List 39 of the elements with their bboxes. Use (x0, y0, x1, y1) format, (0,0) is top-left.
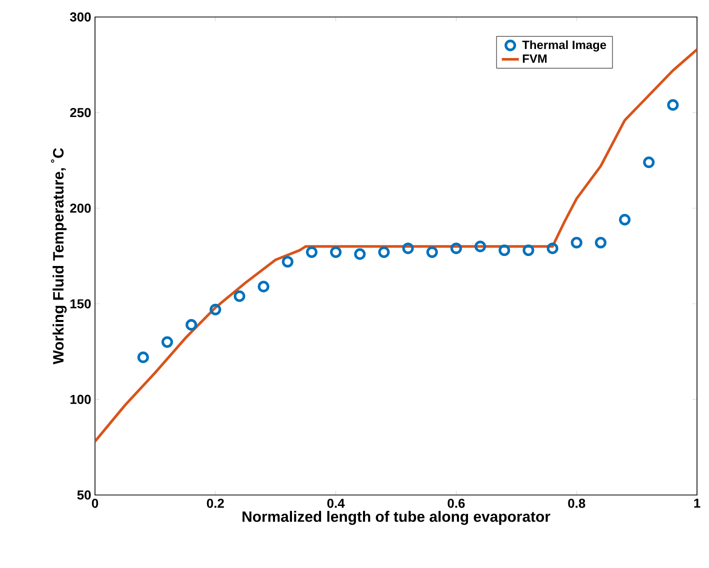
point (161, 336, 174, 348)
point (402, 242, 414, 254)
point (450, 242, 462, 254)
x-tick-label: 0 (92, 498, 98, 508)
point (258, 280, 270, 292)
x-tick-label: 0.2 (206, 498, 224, 508)
point (137, 352, 149, 364)
legend-label: FVM (522, 54, 547, 63)
point (522, 244, 534, 256)
x-tick-label: 0.4 (327, 498, 345, 508)
y-tick-label: 50 (77, 490, 91, 500)
point (330, 246, 342, 258)
x-tick-label: 0.6 (448, 498, 465, 508)
point (306, 246, 318, 258)
y-tick-label: 200 (70, 204, 91, 213)
y-tick-label: 250 (70, 108, 91, 118)
point (426, 246, 438, 258)
point (186, 319, 198, 331)
point (594, 236, 606, 248)
point (546, 242, 558, 254)
point (498, 244, 510, 256)
x-tick-label: 0.8 (568, 498, 586, 508)
y-tick-label: 100 (70, 394, 91, 404)
y-tick-label: 150 (70, 299, 91, 308)
y-axis-title: Working Fluid Temperature, $^{°}$C (50, 148, 67, 364)
point (210, 304, 222, 316)
point (474, 240, 486, 252)
point (234, 290, 246, 302)
legend-label: Thermal Image (522, 40, 606, 52)
point (378, 246, 390, 258)
x-axis-title: Normalized length of tube along evaporator (242, 510, 550, 525)
point (643, 156, 655, 168)
point (354, 248, 366, 260)
point (570, 236, 582, 248)
y-tick-label: 300 (70, 12, 91, 22)
point (282, 256, 294, 268)
x-tick-label: 1 (694, 498, 700, 508)
point (618, 214, 631, 226)
point (667, 99, 679, 111)
